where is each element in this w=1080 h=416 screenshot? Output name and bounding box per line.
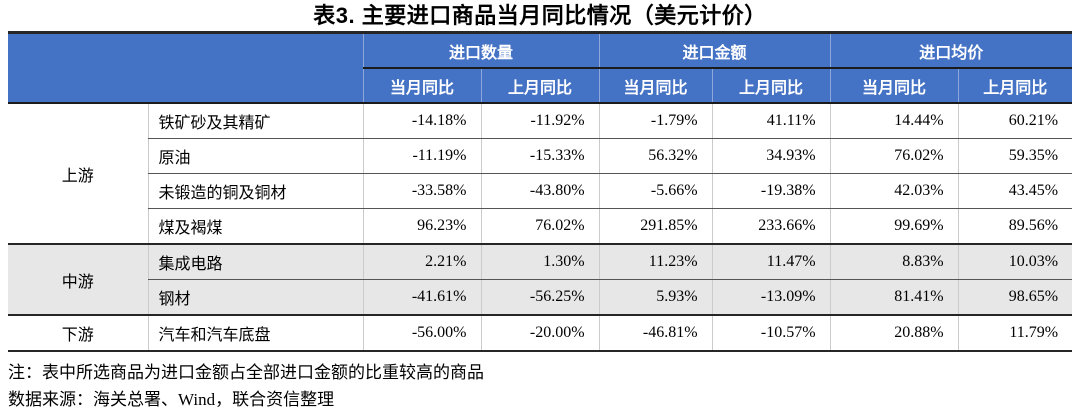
value-cell: -15.33% (480, 138, 600, 174)
table-row: 原油 -11.19% -15.33% 56.32% 34.93% 76.02% … (8, 138, 1073, 174)
value-cell: -14.18% (362, 103, 481, 139)
value-cell: -56.25% (480, 279, 600, 316)
value-cell: 96.23% (362, 208, 481, 245)
table-header: 进口数量 进口金额 进口均价 当月同比 上月同比 当月同比 上月同比 当月同比 … (8, 32, 1073, 104)
sub-header-quantity-prev-month: 上月同比 (480, 68, 600, 104)
value-cell: 2.21% (362, 244, 481, 280)
table-row: 上游 铁矿砂及其精矿 -14.18% -11.92% -1.79% 41.11%… (8, 103, 1073, 245)
sub-header-quantity-current-month: 当月同比 (362, 68, 481, 104)
table-row: 煤及褐煤 96.23% 76.02% 291.85% 233.66% 99.69… (8, 208, 1073, 245)
import-yoy-table: 进口数量 进口金额 进口均价 当月同比 上月同比 当月同比 上月同比 当月同比 … (8, 31, 1073, 352)
table-row: 未锻造的铜及铜材 -33.58% -43.80% -5.66% -19.38% … (8, 173, 1073, 209)
value-cell: 43.45% (957, 173, 1073, 209)
value-cell: -5.66% (598, 173, 713, 209)
value-cell: 20.88% (829, 315, 959, 351)
value-cell: 11.47% (711, 244, 831, 280)
value-cell: -13.09% (711, 279, 831, 316)
value-cell: 34.93% (711, 138, 831, 174)
sub-header-avg-price-current-month: 当月同比 (829, 68, 959, 104)
commodity-name: 集成电路 (147, 244, 363, 280)
value-cell: 59.35% (957, 138, 1073, 174)
footnotes: 注：表中所选商品为进口金额占全部进口金额的比重较高的商品 数据来源：海关总署、W… (8, 359, 1080, 413)
commodity-name: 原油 (147, 138, 363, 174)
value-cell: 60.21% (957, 103, 1073, 139)
header-corner-blank (8, 32, 363, 104)
value-cell: -1.79% (598, 103, 713, 139)
value-cell: 89.56% (957, 208, 1073, 245)
value-cell: 56.32% (598, 138, 713, 174)
table-note: 注：表中所选商品为进口金额占全部进口金额的比重较高的商品 (8, 363, 484, 382)
value-cell: -46.81% (598, 315, 713, 351)
value-cell: 291.85% (598, 208, 713, 245)
value-cell: 11.79% (957, 315, 1073, 351)
value-cell: -11.92% (480, 103, 600, 139)
column-group-import-quantity: 进口数量 (362, 32, 600, 69)
row-group-upstream: 上游 (8, 103, 148, 245)
commodity-name: 铁矿砂及其精矿 (147, 103, 363, 139)
sub-header-avg-price-prev-month: 上月同比 (957, 68, 1073, 104)
header-sub-row: 当月同比 上月同比 当月同比 上月同比 当月同比 上月同比 (8, 68, 1073, 104)
column-group-import-avg-price: 进口均价 (829, 32, 1073, 69)
value-cell: -56.00% (362, 315, 481, 351)
value-cell: -33.58% (362, 173, 481, 209)
sub-header-amount-prev-month: 上月同比 (711, 68, 831, 104)
table-row: 中游 集成电路 2.21% 1.30% 11.23% 11.47% 8.83% … (8, 244, 1073, 316)
commodity-name: 汽车和汽车底盘 (147, 315, 363, 351)
commodity-name: 钢材 (147, 279, 363, 316)
value-cell: 14.44% (829, 103, 959, 139)
table-body: 上游 铁矿砂及其精矿 -14.18% -11.92% -1.79% 41.11%… (8, 103, 1073, 351)
value-cell: -41.61% (362, 279, 481, 316)
value-cell: 42.03% (829, 173, 959, 209)
value-cell: 41.11% (711, 103, 831, 139)
value-cell: -19.38% (711, 173, 831, 209)
value-cell: 76.02% (829, 138, 959, 174)
table-row: 钢材 -41.61% -56.25% 5.93% -13.09% 81.41% … (8, 279, 1073, 316)
value-cell: 8.83% (829, 244, 959, 280)
commodity-name: 未锻造的铜及铜材 (147, 173, 363, 209)
value-cell: 5.93% (598, 279, 713, 316)
value-cell: 1.30% (480, 244, 600, 280)
sub-header-amount-current-month: 当月同比 (598, 68, 713, 104)
value-cell: 76.02% (480, 208, 600, 245)
value-cell: -10.57% (711, 315, 831, 351)
value-cell: 99.69% (829, 208, 959, 245)
value-cell: -43.80% (480, 173, 600, 209)
table-row: 下游 汽车和汽车底盘 -56.00% -20.00% -46.81% -10.5… (8, 315, 1073, 351)
value-cell: 233.66% (711, 208, 831, 245)
value-cell: 81.41% (829, 279, 959, 316)
row-group-downstream: 下游 (8, 315, 148, 351)
commodity-name: 煤及褐煤 (147, 208, 363, 245)
value-cell: 98.65% (957, 279, 1073, 316)
column-group-import-amount: 进口金额 (598, 32, 831, 69)
value-cell: 10.03% (957, 244, 1073, 280)
table-title: 表3. 主要进口商品当月同比情况（美元计价） (313, 3, 767, 28)
value-cell: -11.19% (362, 138, 481, 174)
row-group-midstream: 中游 (8, 244, 148, 316)
header-group-row: 进口数量 进口金额 进口均价 (8, 32, 1073, 104)
value-cell: -20.00% (480, 315, 600, 351)
value-cell: 11.23% (598, 244, 713, 280)
data-source-note: 数据来源：海关总署、Wind，联合资信整理 (8, 390, 335, 409)
